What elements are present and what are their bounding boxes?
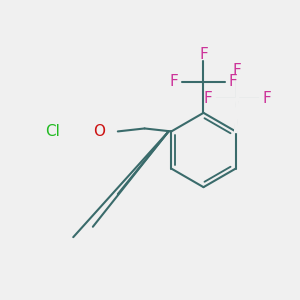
Text: F: F	[262, 91, 271, 106]
Text: O: O	[93, 124, 105, 139]
Text: F: F	[229, 74, 238, 89]
Text: F: F	[233, 63, 242, 78]
Text: F: F	[199, 47, 208, 62]
Text: Cl: Cl	[45, 124, 60, 139]
Text: F: F	[169, 74, 178, 89]
Text: F: F	[203, 91, 212, 106]
